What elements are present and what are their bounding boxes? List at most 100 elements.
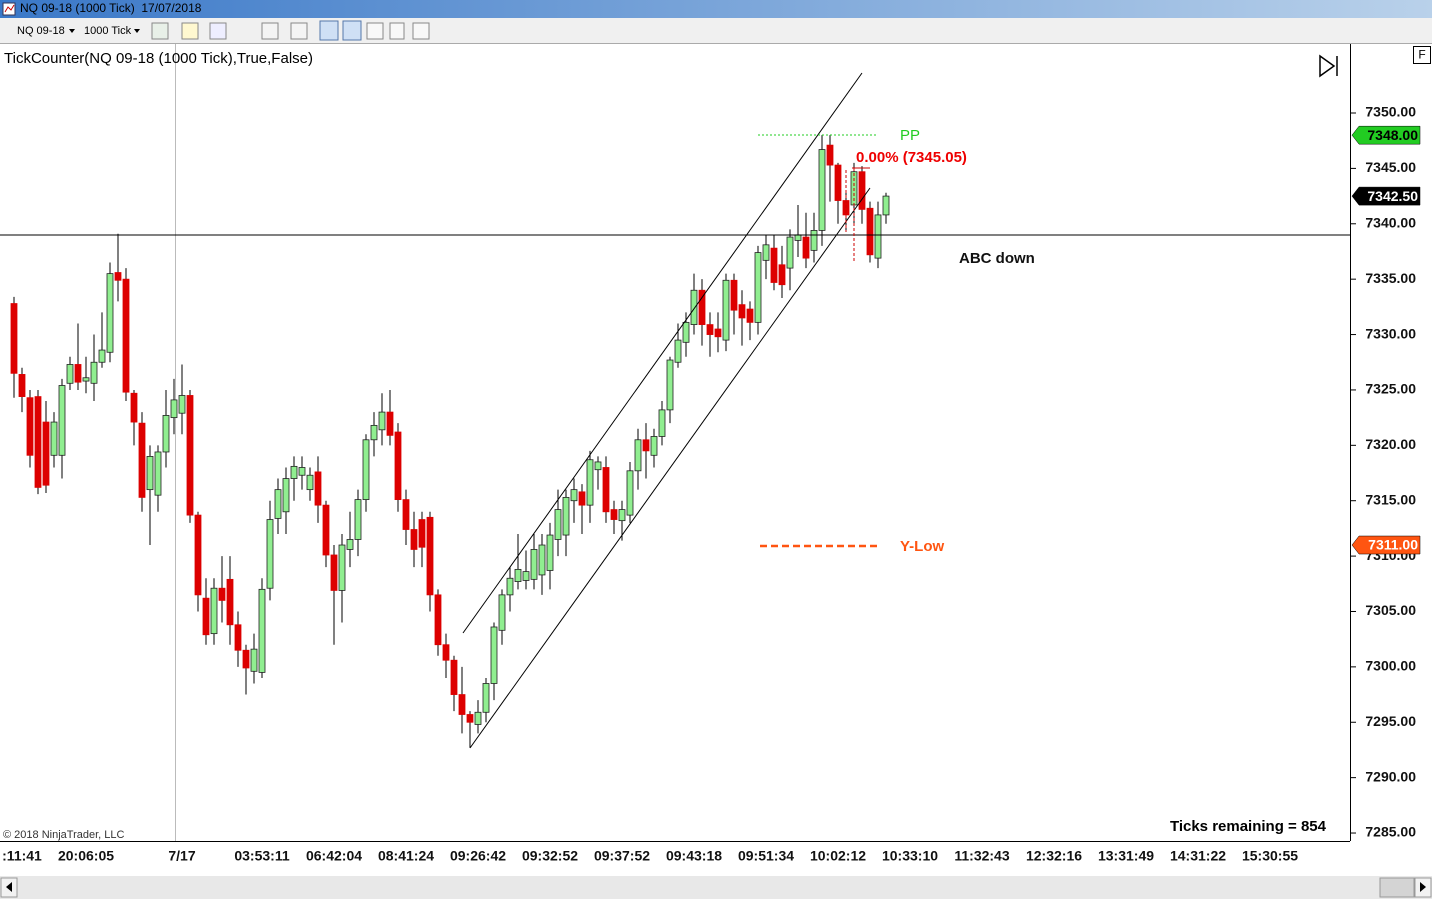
window-icon-line (4, 4, 15, 13)
candle-body (34, 396, 42, 488)
candle-body (818, 149, 826, 231)
x-tick-label: 09:51:34 (738, 848, 794, 864)
candle-body (370, 424, 378, 441)
price-marker-label: 7342.50 (1367, 188, 1418, 204)
pointer-button[interactable] (261, 22, 279, 40)
candle-body (762, 244, 770, 261)
candle-body (378, 411, 386, 431)
x-tick-label: 11:32:43 (954, 848, 1009, 864)
y-tick-label: 7305.00 (1365, 602, 1416, 618)
candle-body (506, 577, 514, 596)
toolbar-icons (151, 20, 430, 41)
x-tick-label: 08:41:24 (378, 848, 434, 864)
draw-tool-button[interactable] (181, 22, 199, 40)
channel-upper (462, 72, 863, 634)
channel-lower (469, 187, 871, 749)
x-tick-label: :11:41 (2, 848, 42, 864)
y-tick-label: 7335.00 (1365, 270, 1416, 286)
candle-body (522, 571, 530, 581)
y-tick-label: 7290.00 (1365, 768, 1416, 784)
templates-button[interactable] (412, 22, 430, 40)
candle-body (698, 289, 706, 325)
candle-body (426, 516, 434, 596)
scrollbar[interactable] (0, 876, 1432, 899)
candle-body (42, 421, 50, 486)
annotation-ylow: Y-Low (900, 538, 944, 555)
candle-body (626, 470, 634, 516)
candle-body (106, 273, 114, 353)
price-marker (1351, 125, 1421, 145)
candle-body (562, 496, 570, 536)
properties-button[interactable] (389, 22, 405, 40)
x-tick-label: 7/17 (168, 848, 195, 864)
plot-area (10, 135, 890, 748)
candle-body (82, 377, 90, 382)
candle-body (434, 594, 442, 646)
candle-body (602, 467, 610, 513)
y-tick-label: 7295.00 (1365, 713, 1416, 729)
x-tick-label: 14:31:22 (1170, 848, 1226, 864)
pin-button[interactable] (209, 22, 227, 40)
candle-body (346, 539, 354, 550)
scroll-end-icon[interactable] (1319, 54, 1336, 78)
candle-body (474, 711, 482, 725)
zoom-button[interactable] (290, 22, 308, 40)
candle-body (114, 272, 122, 281)
candle-body (298, 467, 306, 476)
candle-body (514, 568, 522, 582)
toolbar (0, 18, 1432, 44)
candle-body (146, 456, 154, 491)
x-tick-label: 09:32:52 (522, 848, 578, 864)
f-button-label[interactable]: F (1418, 48, 1425, 62)
candle-body (658, 409, 666, 437)
y-tick-label: 7330.00 (1365, 325, 1416, 341)
candle-body (874, 214, 882, 259)
x-tick-label: 06:42:04 (306, 848, 362, 864)
data-box-button[interactable] (319, 20, 339, 41)
candle-body (10, 303, 18, 374)
candle-body (66, 364, 74, 384)
candle-body (578, 491, 586, 506)
price-marker-label: 7311.00 (1368, 537, 1418, 553)
ticks-remaining: Ticks remaining = 854 (1170, 818, 1327, 835)
bar-style-button[interactable] (151, 22, 169, 40)
x-tick-label: 10:02:12 (810, 848, 866, 864)
f-button[interactable] (1413, 46, 1431, 64)
candle-body (242, 649, 250, 669)
candle-body (418, 519, 426, 548)
candle-body (202, 597, 210, 636)
candle-body (58, 385, 66, 456)
candle-body (754, 252, 762, 323)
dropdown-arrow[interactable] (134, 29, 140, 33)
candle-body (554, 509, 562, 540)
instrument-selector[interactable]: NQ 09-18 (17, 25, 65, 37)
candle-body (210, 587, 218, 635)
x-tick-label: 13:31:49 (1098, 848, 1154, 864)
scroll-right-arrow[interactable] (1420, 882, 1426, 892)
candle-body (402, 499, 410, 530)
candle-body (250, 648, 258, 672)
candle-body (610, 509, 618, 520)
strategies-button[interactable] (366, 22, 384, 40)
candle-body (322, 504, 330, 556)
candle-body (154, 451, 162, 496)
candle-body (282, 478, 290, 513)
candle-body (466, 714, 474, 723)
candle-body (834, 164, 842, 201)
x-tick-label: 15:30:55 (1242, 848, 1298, 864)
candle-body (74, 364, 82, 383)
scroll-left-arrow[interactable] (6, 882, 12, 892)
candle-body (722, 279, 730, 341)
interval-selector[interactable]: 1000 Tick (84, 25, 132, 37)
candle-body (226, 578, 234, 626)
y-tick-label: 7325.00 (1365, 381, 1416, 397)
candle-body (490, 626, 498, 684)
indicators-button[interactable] (342, 20, 362, 41)
scroll-thumb[interactable] (1379, 877, 1415, 898)
dropdown-arrow[interactable] (69, 29, 75, 33)
candle-body (858, 171, 866, 210)
candle-body (234, 624, 242, 651)
copyright: © 2018 NinjaTrader, LLC (3, 829, 124, 841)
scroll-end-button[interactable] (1319, 54, 1338, 78)
